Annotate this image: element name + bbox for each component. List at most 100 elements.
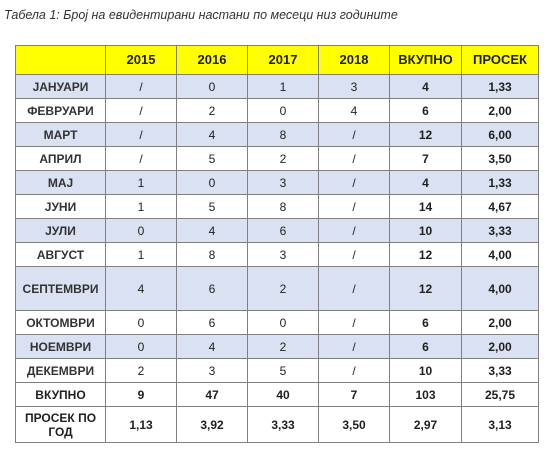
cell-2016: 0 bbox=[176, 170, 248, 195]
cell-2015: 0 bbox=[105, 218, 177, 243]
total-cell: 6 bbox=[389, 334, 462, 359]
sum-2017: 40 bbox=[247, 382, 319, 407]
sum-row: ВКУПНО 9 47 40 7 103 25,75 bbox=[15, 382, 539, 407]
cell-2018: / bbox=[318, 242, 390, 267]
table-row: ДЕКЕМВРИ 2 3 5/10 3,33 bbox=[15, 358, 539, 383]
cell-2018: / bbox=[318, 122, 390, 147]
avg-total: 2,97 bbox=[389, 406, 462, 443]
total-cell: 4 bbox=[389, 170, 462, 195]
cell-2017: 3 bbox=[247, 170, 319, 195]
cell-2015: / bbox=[105, 98, 177, 123]
cell-2016: 0 bbox=[176, 74, 248, 99]
month-cell: МАРТ bbox=[15, 122, 106, 147]
header-2016: 2016 bbox=[176, 45, 248, 75]
sum-average: 25,75 bbox=[461, 382, 539, 407]
cell-2017: 8 bbox=[247, 194, 319, 219]
month-cell: НОЕМВРИ bbox=[15, 334, 106, 359]
table-row: МАРТ/4 8/12 6,00 bbox=[15, 122, 539, 147]
average-cell: 1,33 bbox=[461, 74, 539, 99]
cell-2015: / bbox=[105, 146, 177, 171]
total-cell: 6 bbox=[389, 98, 462, 123]
cell-2017: 6 bbox=[247, 218, 319, 243]
average-cell: 4,67 bbox=[461, 194, 539, 219]
header-corner-cell bbox=[15, 45, 106, 75]
table-row: АПРИЛ/5 2/7 3,50 bbox=[15, 146, 539, 171]
month-cell: ОКТОМВРИ bbox=[15, 310, 106, 335]
cell-2016: 5 bbox=[176, 194, 248, 219]
cell-2016: 5 bbox=[176, 146, 248, 171]
total-cell: 4 bbox=[389, 74, 462, 99]
avg-average: 3,13 bbox=[461, 406, 539, 443]
average-cell: 2,00 bbox=[461, 98, 539, 123]
month-cell: АВГУСТ bbox=[15, 242, 106, 267]
sum-row-label: ВКУПНО bbox=[15, 382, 106, 407]
total-cell: 7 bbox=[389, 146, 462, 171]
cell-2017: 3 bbox=[247, 242, 319, 267]
avg-2015: 1,13 bbox=[105, 406, 177, 443]
header-average: ПРОСЕК bbox=[461, 45, 539, 75]
header-2015: 2015 bbox=[105, 45, 177, 75]
average-cell: 1,33 bbox=[461, 170, 539, 195]
month-cell: ЈУЛИ bbox=[15, 218, 106, 243]
cell-2016: 6 bbox=[176, 266, 248, 311]
avg-2018: 3,50 bbox=[318, 406, 390, 443]
average-row: ПРОСЕК ПО ГОД 1,13 3,92 3,33 3,50 2,97 3… bbox=[15, 406, 539, 443]
cell-2018: / bbox=[318, 218, 390, 243]
header-2018: 2018 bbox=[318, 45, 390, 75]
cell-2015: 0 bbox=[105, 334, 177, 359]
average-cell: 2,00 bbox=[461, 310, 539, 335]
events-table: 2015 2016 2017 2018 ВКУПНО ПРОСЕК ЈАНУАР… bbox=[15, 45, 539, 443]
cell-2016: 8 bbox=[176, 242, 248, 267]
cell-2015: / bbox=[105, 74, 177, 99]
cell-2015: / bbox=[105, 122, 177, 147]
cell-2018: / bbox=[318, 146, 390, 171]
month-cell: СЕПТЕМВРИ bbox=[15, 266, 106, 311]
cell-2015: 0 bbox=[105, 310, 177, 335]
cell-2018: / bbox=[318, 170, 390, 195]
cell-2017: 2 bbox=[247, 266, 319, 311]
total-cell: 10 bbox=[389, 358, 462, 383]
cell-2016: 4 bbox=[176, 122, 248, 147]
month-cell: ЈАНУАРИ bbox=[15, 74, 106, 99]
table-row: ЈУНИ 1 5 8/14 4,67 bbox=[15, 194, 539, 219]
cell-2017: 2 bbox=[247, 146, 319, 171]
cell-2015: 1 bbox=[105, 170, 177, 195]
cell-2016: 4 bbox=[176, 334, 248, 359]
cell-2015: 1 bbox=[105, 242, 177, 267]
table-row: МАЈ 1 0 3/4 1,33 bbox=[15, 170, 539, 195]
table-row: НОЕМВРИ 0 4 2/6 2,00 bbox=[15, 334, 539, 359]
average-row-label: ПРОСЕК ПО ГОД bbox=[15, 406, 106, 443]
sum-total: 103 bbox=[389, 382, 462, 407]
table-row: СЕПТЕМВРИ 4 6 2/12 4,00 bbox=[15, 266, 539, 311]
cell-2017: 1 bbox=[247, 74, 319, 99]
average-cell: 4,00 bbox=[461, 242, 539, 267]
total-cell: 14 bbox=[389, 194, 462, 219]
cell-2016: 6 bbox=[176, 310, 248, 335]
cell-2018: 4 bbox=[318, 98, 390, 123]
total-cell: 10 bbox=[389, 218, 462, 243]
avg-2017: 3,33 bbox=[247, 406, 319, 443]
cell-2015: 4 bbox=[105, 266, 177, 311]
cell-2018: 3 bbox=[318, 74, 390, 99]
header-2017: 2017 bbox=[247, 45, 319, 75]
month-cell: АПРИЛ bbox=[15, 146, 106, 171]
total-cell: 12 bbox=[389, 122, 462, 147]
cell-2017: 5 bbox=[247, 358, 319, 383]
cell-2018: / bbox=[318, 334, 390, 359]
total-cell: 6 bbox=[389, 310, 462, 335]
total-cell: 12 bbox=[389, 242, 462, 267]
header-row: 2015 2016 2017 2018 ВКУПНО ПРОСЕК bbox=[15, 45, 539, 75]
sum-2018: 7 bbox=[318, 382, 390, 407]
average-cell: 3,50 bbox=[461, 146, 539, 171]
table-row: ФЕВРУАРИ/2 0 4 6 2,00 bbox=[15, 98, 539, 123]
average-cell: 3,33 bbox=[461, 358, 539, 383]
header-total: ВКУПНО bbox=[389, 45, 462, 75]
cell-2015: 2 bbox=[105, 358, 177, 383]
month-cell: ЈУНИ bbox=[15, 194, 106, 219]
cell-2017: 8 bbox=[247, 122, 319, 147]
cell-2018: / bbox=[318, 266, 390, 311]
cell-2018: / bbox=[318, 358, 390, 383]
cell-2018: / bbox=[318, 194, 390, 219]
cell-2017: 2 bbox=[247, 334, 319, 359]
average-cell: 4,00 bbox=[461, 266, 539, 311]
